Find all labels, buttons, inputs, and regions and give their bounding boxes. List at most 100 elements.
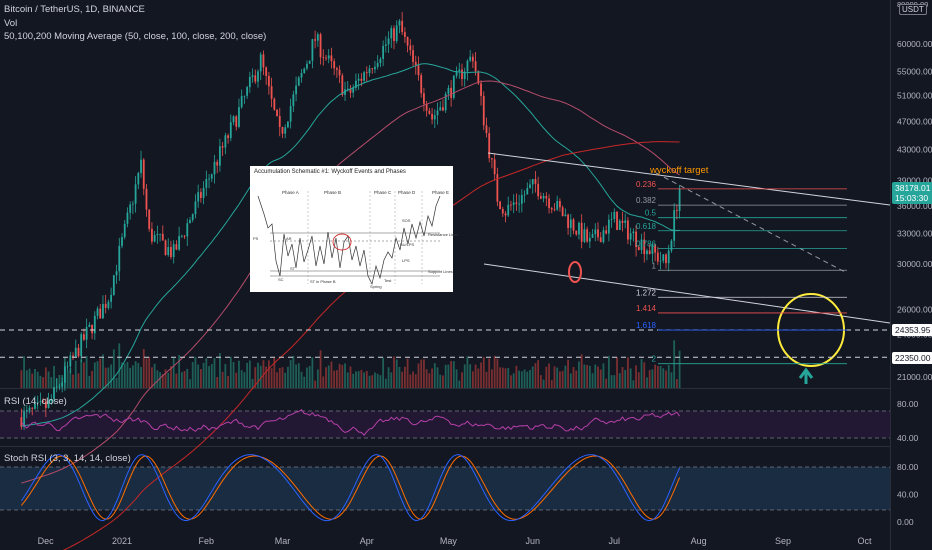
volume-bar	[276, 372, 278, 388]
candle-body	[485, 125, 488, 134]
candle-body	[667, 250, 670, 264]
volume-bar	[194, 356, 197, 388]
candle-body	[409, 45, 412, 51]
currency-badge[interactable]: USDT	[899, 4, 927, 15]
volume-bar	[142, 349, 145, 388]
volume-bar	[398, 366, 401, 388]
volume-bar	[458, 380, 461, 388]
candle-body	[651, 244, 654, 254]
fib-label: 1.272	[636, 288, 657, 297]
candle-body	[550, 208, 553, 210]
volume-bar	[591, 373, 594, 388]
candle-body	[659, 260, 662, 262]
volume-bar	[123, 363, 126, 388]
volume-bar	[273, 357, 276, 388]
volume-bar	[450, 360, 453, 388]
ma-50-line	[21, 63, 680, 427]
volume-bar	[246, 362, 249, 388]
volume-bar	[654, 364, 657, 388]
candle-body	[270, 86, 273, 99]
candle-body	[248, 76, 251, 88]
volume-bar	[439, 374, 442, 388]
candle-body	[23, 411, 25, 427]
candle-body	[316, 34, 319, 41]
candle-body	[91, 324, 93, 334]
volume-bar	[292, 355, 295, 388]
volume-bar	[602, 363, 605, 388]
candle-body	[458, 69, 461, 72]
candle-body	[180, 235, 183, 237]
candle-body	[463, 71, 466, 80]
volume-bar	[469, 364, 472, 388]
candle-body	[529, 184, 531, 189]
candle-body	[621, 220, 624, 223]
volume-bar	[314, 380, 317, 388]
volume-bar	[496, 358, 499, 388]
candle-body	[401, 20, 404, 33]
volume-bar	[199, 369, 202, 388]
volume-bar	[257, 362, 259, 388]
stoch-d-line	[21, 455, 681, 520]
volume-bar	[284, 372, 287, 388]
x-tick-label: Aug	[691, 536, 707, 546]
candle-body	[153, 235, 156, 242]
inset-phase-label: Phase B	[324, 190, 342, 195]
candle-body	[80, 334, 83, 357]
rsi-band	[0, 411, 890, 438]
fib-levels: 0.236 0.382 0.5 0.618 0.786 1 1.272 1.414 1.618 2	[636, 180, 847, 365]
volume-bar	[578, 361, 580, 388]
volume-bar	[186, 368, 189, 388]
volume-bar	[365, 370, 368, 388]
candle-body	[542, 196, 545, 199]
candle-body	[159, 233, 161, 235]
volume-bar	[208, 366, 210, 388]
volume-bar	[491, 369, 493, 388]
volume-bar	[306, 367, 308, 388]
volume-bar	[423, 359, 425, 388]
volume-bar	[417, 363, 420, 388]
candle-body	[635, 231, 637, 248]
candle-body	[436, 110, 439, 116]
volume-bar	[659, 365, 662, 388]
volume-bar	[134, 361, 137, 388]
candle-body	[428, 110, 431, 114]
y-tick-label: 26000.00	[897, 304, 932, 314]
volume-bar	[156, 370, 159, 388]
volume-bar	[539, 375, 542, 388]
countdown: 15:03:30	[895, 193, 929, 203]
candle-body	[493, 159, 496, 175]
x-tick-label: May	[440, 536, 458, 546]
candle-body	[189, 220, 191, 224]
x-tick-label: Jul	[609, 536, 621, 546]
candle-body	[461, 69, 463, 80]
ma-label: 50,100,200 Moving Average (50, close, 10…	[4, 31, 267, 42]
candle-body	[531, 179, 534, 185]
candle-body	[423, 93, 425, 104]
volume-bar	[31, 373, 34, 388]
volume-bar	[637, 372, 640, 388]
candle-body	[102, 303, 104, 319]
candle-body	[594, 229, 597, 235]
candle-body	[515, 202, 518, 204]
inset-event-label: PS	[253, 236, 259, 241]
candle-body	[281, 126, 284, 134]
volume-bar	[175, 373, 178, 388]
volume-bar	[477, 368, 480, 388]
volume-bar	[172, 358, 175, 388]
candle-body	[216, 161, 219, 166]
last-price-tag: 38178.01 15:03:30	[892, 182, 932, 204]
candle-body	[44, 401, 47, 408]
stoch-title: Stoch RSI (3, 3, 14, 14, close)	[4, 453, 131, 464]
volume-bar	[575, 370, 578, 388]
volume-bar	[531, 366, 534, 388]
candle-body	[678, 188, 681, 212]
volume-bar	[287, 366, 289, 388]
candle-body	[556, 200, 559, 210]
candle-body	[227, 135, 229, 139]
candle-body	[243, 95, 246, 97]
volume-bar	[548, 363, 550, 388]
candle-body	[251, 75, 254, 77]
candle-body	[539, 196, 542, 199]
volume-bar	[379, 375, 382, 388]
candle-body	[537, 183, 540, 197]
